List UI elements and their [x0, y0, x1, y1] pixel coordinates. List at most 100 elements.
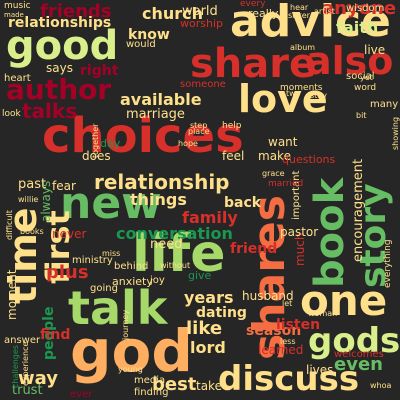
word: less — [280, 337, 296, 346]
word: faith — [336, 18, 379, 37]
word: welcomes — [334, 349, 384, 360]
word: look — [2, 109, 21, 119]
word: everything — [383, 239, 393, 288]
word: together — [91, 123, 100, 158]
word: artist — [314, 7, 335, 16]
word: showing — [391, 116, 400, 150]
word: choices — [42, 108, 244, 164]
word: would — [126, 39, 156, 50]
word: friend — [230, 241, 278, 257]
word: says — [46, 61, 73, 75]
word: take — [196, 379, 222, 393]
word: made — [4, 11, 24, 19]
word: really — [248, 7, 279, 20]
word: yet — [360, 73, 373, 82]
word: dating — [196, 305, 247, 321]
word: way — [18, 368, 58, 389]
word: moments — [280, 83, 323, 93]
word: love — [238, 77, 328, 121]
word: bit — [356, 111, 367, 120]
word: best — [152, 374, 197, 395]
word: talk — [68, 281, 168, 335]
word: two — [286, 89, 301, 98]
word: season — [246, 323, 302, 339]
word: world — [182, 4, 218, 19]
word: place — [188, 127, 210, 136]
word: difficult — [5, 210, 14, 240]
word: make — [258, 149, 291, 163]
word: listen — [276, 317, 321, 333]
word: god — [70, 317, 193, 385]
word: whoa — [370, 381, 392, 390]
word: challenges — [11, 345, 20, 388]
word: lives — [306, 363, 334, 377]
word: talks — [22, 99, 78, 123]
word: ever — [70, 389, 93, 400]
word: without — [160, 261, 191, 270]
word: joy — [150, 275, 165, 286]
word: help — [222, 121, 242, 131]
word: finding — [134, 387, 169, 398]
word: social — [346, 71, 375, 82]
word: also — [306, 39, 394, 83]
word: learned — [258, 343, 304, 357]
word: back — [224, 195, 262, 211]
word: anyone — [322, 0, 397, 19]
word: many — [370, 99, 399, 110]
word: answer — [4, 335, 41, 346]
word: important — [291, 170, 302, 220]
word: available — [120, 90, 202, 109]
word: right — [80, 63, 119, 79]
word: sister — [288, 11, 310, 20]
word: lord — [190, 338, 226, 357]
word: know — [128, 27, 170, 43]
word: good — [6, 23, 119, 69]
word: someone — [180, 79, 226, 90]
word: plus — [46, 262, 89, 283]
word: encouragement — [351, 158, 366, 262]
word: life — [132, 224, 226, 284]
word: always — [39, 180, 53, 222]
word: even — [334, 354, 383, 375]
word: stay — [310, 91, 327, 100]
word: married — [268, 179, 304, 189]
word: discuss — [218, 359, 360, 399]
word: conversation — [116, 224, 233, 243]
word: husband — [242, 289, 294, 303]
word: going — [90, 283, 118, 294]
word: never — [52, 227, 87, 241]
word: new — [60, 178, 162, 229]
word: step — [190, 121, 208, 130]
word: need — [150, 237, 183, 252]
word: trust — [12, 383, 43, 398]
word: past — [18, 177, 47, 192]
word: feel — [222, 149, 245, 163]
word: friends — [40, 1, 112, 22]
word: hear — [290, 3, 309, 12]
word: word — [354, 83, 377, 93]
word: day — [100, 137, 121, 150]
word: heart — [4, 73, 31, 84]
word: does — [82, 149, 111, 163]
word: share — [190, 41, 317, 87]
word: experience — [21, 341, 30, 386]
word: anxiety — [112, 275, 153, 288]
word: books — [20, 227, 44, 236]
word: advice — [230, 0, 391, 47]
word: behind — [114, 261, 149, 272]
word: years — [184, 288, 234, 307]
word: every — [240, 0, 266, 9]
word: hope — [178, 139, 198, 148]
word: one — [300, 276, 388, 325]
word: author — [6, 73, 112, 106]
word: music — [4, 1, 31, 11]
word: miss — [102, 249, 121, 258]
word: church — [142, 4, 204, 23]
word: questions — [282, 153, 336, 166]
word: gods — [308, 321, 400, 361]
word: worship — [180, 17, 223, 30]
word: things — [130, 190, 187, 209]
word: willie — [18, 195, 39, 204]
word: let — [282, 299, 293, 308]
